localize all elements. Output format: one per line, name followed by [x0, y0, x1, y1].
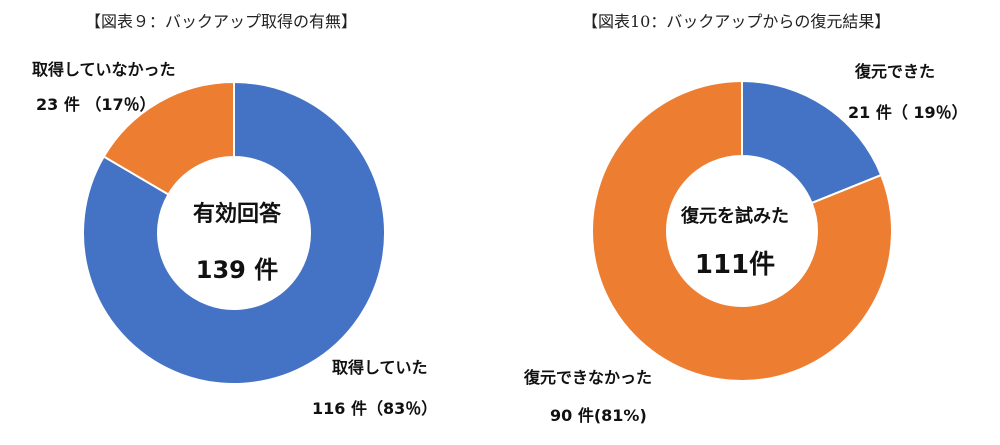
donut-slice-1 [741, 79, 883, 205]
data-label-not-restored-detail: 90 件(81%) [550, 406, 647, 425]
chart-title: 【図表10：バックアップからの復元結果】 [582, 12, 891, 31]
center-label: 復元を試みた [681, 206, 789, 227]
data-label-acquired-name: 取得していた [332, 358, 428, 377]
donut-slice-2 [102, 80, 235, 196]
data-label-not-acquired-detail: 23 件 （17％） [36, 95, 156, 114]
center-total: 111件 [694, 250, 776, 280]
chart-restore-result: 【図表10：バックアップからの復元結果】 復元を試みた 111件 復元できた 2… [500, 0, 1000, 445]
donut-slice-1 [82, 80, 386, 385]
donut-chart [591, 79, 893, 382]
center-total: 139 件 [195, 256, 279, 284]
data-label-restored-name: 復元できた [855, 62, 936, 81]
data-label-acquired-detail: 116 件（83％） [312, 399, 438, 418]
donut-chart [82, 80, 386, 385]
data-label-not-restored-name: 復元できなかった [524, 368, 653, 387]
center-label: 有効回答 [192, 202, 281, 227]
data-label-not-acquired-name: 取得していなかった [32, 60, 176, 79]
donut-slice-2 [591, 79, 893, 382]
data-label-restored-detail: 21 件（ 19％） [848, 103, 968, 122]
chart-title: 【図表９：バックアップ取得の有無】 [85, 12, 358, 31]
chart-backup-acquisition: 【図表９：バックアップ取得の有無】 有効回答 139 件 取得していた 116 … [32, 12, 438, 418]
